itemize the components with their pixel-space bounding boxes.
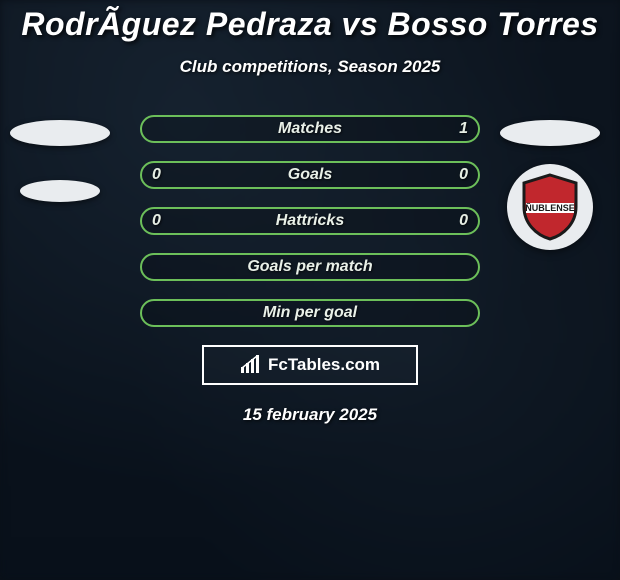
page-subtitle: Club competitions, Season 2025 xyxy=(180,57,441,77)
stat-left-value: 0 xyxy=(152,166,161,184)
stat-right-value: 0 xyxy=(459,212,468,230)
stat-label: Min per goal xyxy=(263,304,357,322)
stat-right-value: 0 xyxy=(459,166,468,184)
stat-label: Hattricks xyxy=(276,212,344,230)
stat-label: Goals per match xyxy=(247,258,372,276)
stat-label: Matches xyxy=(278,120,342,138)
stat-right-value: 1 xyxy=(459,120,468,138)
stat-row-hattricks: 0 Hattricks 0 xyxy=(140,207,480,235)
chart-icon xyxy=(240,355,262,375)
stat-row-min-per-goal: Min per goal xyxy=(140,299,480,327)
stat-row-goals-per-match: Goals per match xyxy=(140,253,480,281)
comparison-card: RodrÃ­guez Pedraza vs Bosso Torres Club … xyxy=(0,0,620,580)
stat-row-matches: Matches 1 xyxy=(140,115,480,143)
page-title: RodrÃ­guez Pedraza vs Bosso Torres xyxy=(21,6,598,43)
branding-text: FcTables.com xyxy=(268,355,380,375)
stat-row-goals: 0 Goals 0 xyxy=(140,161,480,189)
stat-left-value: 0 xyxy=(152,212,161,230)
stat-label: Goals xyxy=(288,166,332,184)
branding-box: FcTables.com xyxy=(202,345,418,385)
footer-date: 15 february 2025 xyxy=(243,405,377,425)
stats-rows: Matches 1 0 Goals 0 0 Hattricks 0 Goals … xyxy=(0,115,620,327)
